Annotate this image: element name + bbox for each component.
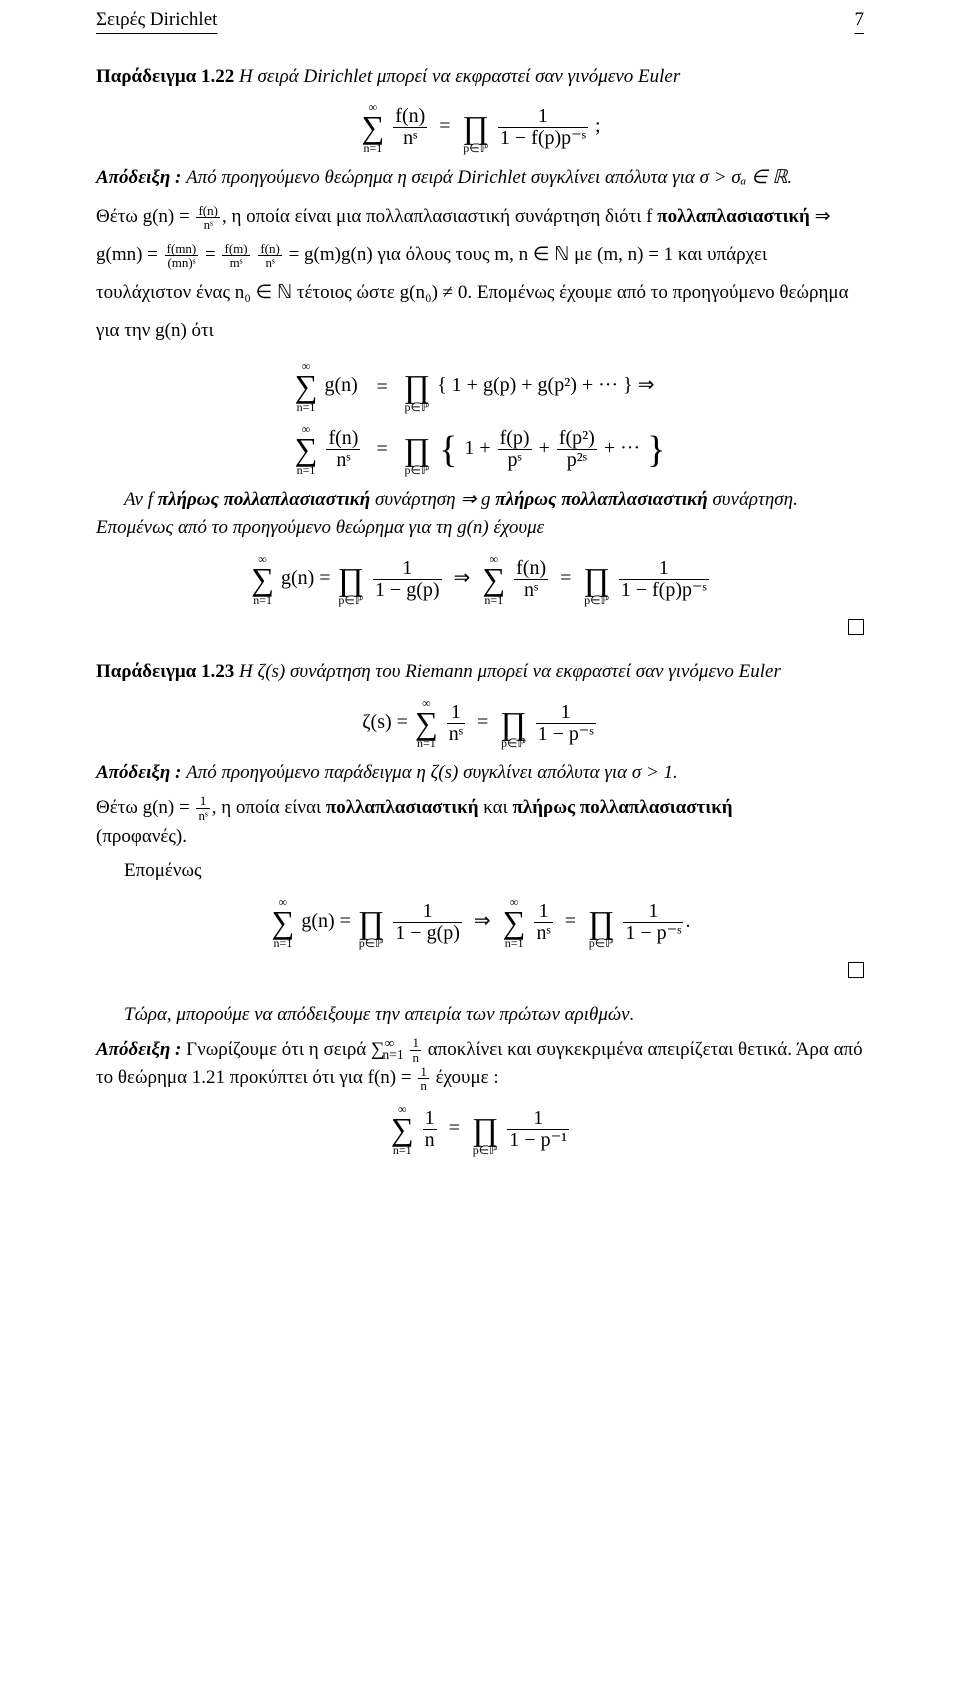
proof-3: Απόδειξη : Γνωρίζουμε ότι η σειρά ∑∞n=1 …: [96, 1036, 864, 1094]
al-row2-left: ∞ ∑ n=1 f(n) nˢ: [293, 423, 363, 476]
running-head: Σειρές Dirichlet 7: [96, 0, 864, 35]
para-fully-mult: Αν f πλήρως πολλαπλασιαστική συνάρτηση ⇒…: [96, 486, 864, 543]
example-123-text: Η ζ(s) συνάρτηση του Riemann μπορεί να ε…: [239, 661, 781, 682]
proof-label: Απόδειξη :: [96, 167, 181, 188]
para-g-frac: f(n) nˢ: [194, 204, 222, 232]
eq1-rhs-frac: 1 1 − f(p)p⁻ˢ: [496, 106, 590, 149]
running-head-right: 7: [855, 6, 865, 35]
equation-4: ∞ ∑ n=1 g(n) = ∏ p∈ℙ 1 1 − g(p) ⇒ ∞ ∑ n=…: [96, 553, 864, 606]
para-g-f3: f(n) nˢ: [256, 242, 284, 270]
example-123-label: Παράδειγμα 1.23: [96, 661, 234, 682]
qed-icon: [848, 962, 864, 978]
para-g-f2: f(m) mˢ: [220, 242, 251, 270]
equation-7: ∞ ∑ n=1 1 n = ∏ p∈ℙ 1 1 − p⁻¹: [96, 1103, 864, 1156]
pi-icon: ∏ p∈ℙ: [463, 101, 489, 154]
running-head-left: Σειρές Dirichlet: [96, 6, 217, 35]
al-row1-left: ∞ ∑ n=1 g(n): [293, 360, 363, 413]
para-now: Τώρα, μπορούμε να απόδειξουμε την απειρί…: [96, 1001, 864, 1030]
proof-1: Απόδειξη : Από προηγούμενο θεώρημα η σει…: [96, 164, 864, 193]
equation-1: ∞ ∑ n=1 f(n) nˢ = ∏ p∈ℙ 1 1 − f(p)p⁻ˢ ;: [96, 101, 864, 154]
proof-2: Απόδειξη : Από προηγούμενο παράδειγμα η …: [96, 759, 864, 788]
page-root: Σειρές Dirichlet 7 Παράδειγμα 1.22 Η σει…: [0, 0, 960, 1684]
equation-6: ∞ ∑ n=1 g(n) = ∏ p∈ℙ 1 1 − g(p) ⇒ ∞ ∑ n=…: [96, 896, 864, 949]
proof-1-text: Από προηγούμενο θεώρημα η σειρά Dirichle…: [186, 167, 792, 188]
al-row2-rhs: ∏ p∈ℙ { 1 + f(p) pˢ + f(p²) p²ˢ + ··· }: [402, 423, 668, 476]
para-g: Θέτω g(n) = f(n) nˢ , η οποία είναι μια …: [96, 198, 864, 350]
para-epom: Επομένως: [96, 857, 864, 886]
tombstone-1: [96, 616, 864, 645]
example-122-text: Η σειρά Dirichlet μπορεί να εκφραστεί σα…: [239, 66, 680, 87]
tombstone-2: [96, 959, 864, 988]
aligned-eqs: ∞ ∑ n=1 g(n) = ∏ p∈ℙ { 1 + g(p) + g(p²) …: [96, 360, 864, 476]
example-122: Παράδειγμα 1.22 Η σειρά Dirichlet μπορεί…: [96, 63, 864, 92]
qed-icon: [848, 619, 864, 635]
example-122-label: Παράδειγμα 1.22: [96, 66, 234, 87]
para-g-f1: f(mn) (mn)ˢ: [163, 242, 201, 270]
eq1-frac: f(n) nˢ: [391, 106, 429, 149]
para-h: Θέτω g(n) = 1 nˢ , η οποία είναι πολλαπλ…: [96, 794, 864, 851]
sigma-icon: ∞ ∑ n=1: [361, 101, 384, 154]
al-row1-rhs: ∏ p∈ℙ { 1 + g(p) + g(p²) + ··· } ⇒: [402, 360, 668, 413]
equation-5: ζ(s) = ∞ ∑ n=1 1 nˢ = ∏ p∈ℙ 1 1 − p⁻ˢ: [96, 697, 864, 750]
example-123: Παράδειγμα 1.23 Η ζ(s) συνάρτηση του Rie…: [96, 658, 864, 687]
